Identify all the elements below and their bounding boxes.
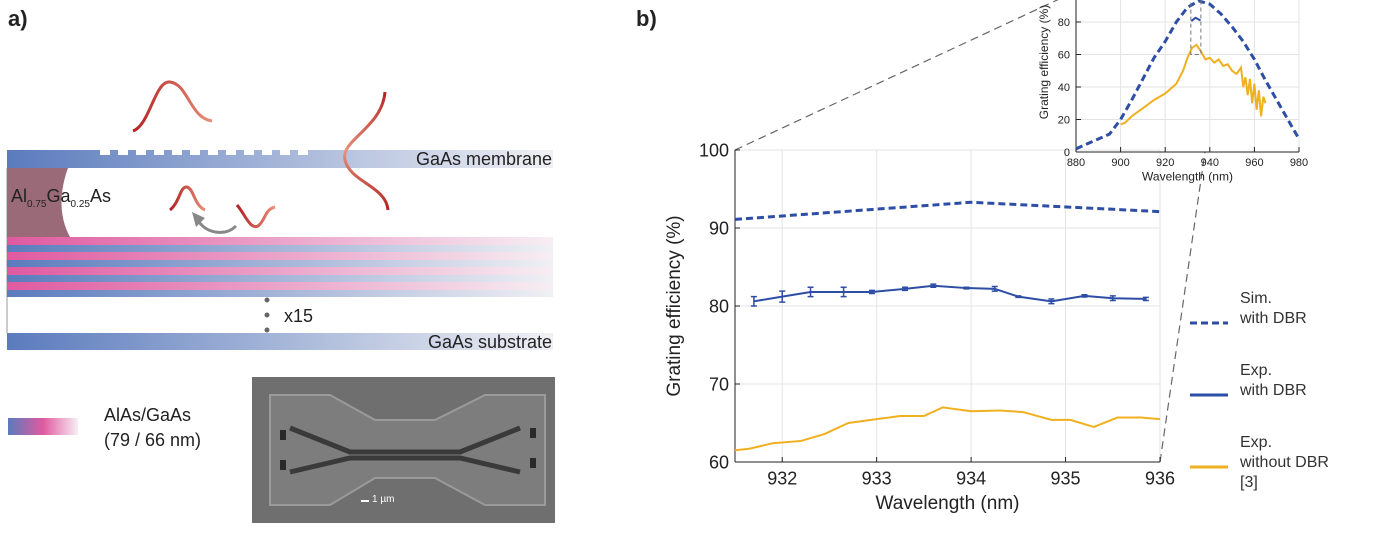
x-tick-label: 932 [767,469,797,489]
series-line [1120,43,1267,126]
series-line [734,200,1161,221]
x-tick-label: 940 [1201,157,1219,169]
error-bar [868,289,875,295]
y-tick-label: 80 [709,296,729,316]
error-bar [750,295,757,307]
legend-swatch [8,418,78,435]
y-tick-label: 70 [709,374,729,394]
x-tick-label: 980 [1290,157,1308,169]
dbr-stack [7,237,553,297]
wave [168,185,206,212]
y-axis-label: Grating efficiency (%) [1037,5,1051,120]
text: As [90,186,111,206]
error-bar [1142,296,1149,302]
error-bar [779,290,786,303]
repeat-label: x15 [284,306,313,326]
error-bar [991,285,998,292]
text: 0.75 [27,199,47,210]
error-bar [1109,295,1116,302]
sem-image [252,377,555,523]
series-line [1190,16,1202,22]
error-bar [963,286,970,290]
error-bar [1081,293,1088,298]
y-axis-label: Grating efficiency (%) [664,215,685,396]
x-tick-label: 900 [1111,157,1129,169]
grating-teeth [100,150,308,155]
arrow-head [192,212,205,227]
error-bar [840,286,847,298]
error-bar [1015,295,1022,299]
x-tick-label: 936 [1145,469,1175,489]
legend-title: AlAs/GaAs [104,405,191,425]
x-tick-label: 935 [1051,469,1081,489]
y-tick-label: 0 [1064,147,1070,159]
legend-label: Exp. without DBR [3] [1240,434,1329,491]
zoom-box [1190,0,1202,55]
x-tick-label: 920 [1156,157,1174,169]
panel-label: b) [636,6,657,31]
y-tick-label: 90 [709,218,729,238]
legend-label: Exp. with DBR [1240,362,1307,399]
sacrificial-layer [7,168,70,237]
x-tick-label: 880 [1067,157,1085,169]
wave [132,80,213,133]
inset-background [1068,0,1308,156]
text: Ga [46,186,71,206]
substrate [7,333,553,350]
wave [235,204,276,229]
y-tick-label: 80 [1058,17,1070,29]
substrate-label: GaAs substrate [428,332,552,352]
y-tick-label: 40 [1058,82,1070,94]
x-tick-label: 960 [1245,157,1263,169]
dots [264,297,270,333]
x-axis-label: Wavelength (nm) [1142,170,1233,184]
y-tick-label: 60 [709,452,729,472]
legend-thickness: (79 / 66 nm) [104,430,201,450]
error-bar [807,286,814,298]
error-bar [1048,298,1055,305]
x-tick-label: 933 [862,469,892,489]
x-axis-label: Wavelength (nm) [876,493,1020,514]
sacrificial-label: Al0.75Ga0.25As [11,186,111,210]
wave [343,91,390,211]
zoom-lines [734,0,1206,463]
x-tick-label: 934 [956,469,986,489]
series-line [753,284,1146,303]
text: 0.25 [71,199,91,210]
series-line [734,406,1161,452]
error-bar [902,286,908,292]
y-tick-label: 60 [1058,49,1070,61]
y-tick-label: 100 [699,140,729,160]
text: Al [11,186,27,206]
series-line [1075,0,1301,151]
scale-bar-label: 1 µm [372,494,394,505]
y-tick-label: 20 [1058,114,1070,126]
panel-label: a) [8,6,28,31]
membrane-label: GaAs membrane [416,149,552,169]
arrow [197,221,238,234]
legend-label: Sim. with DBR [1240,290,1307,327]
error-bar [930,283,937,289]
